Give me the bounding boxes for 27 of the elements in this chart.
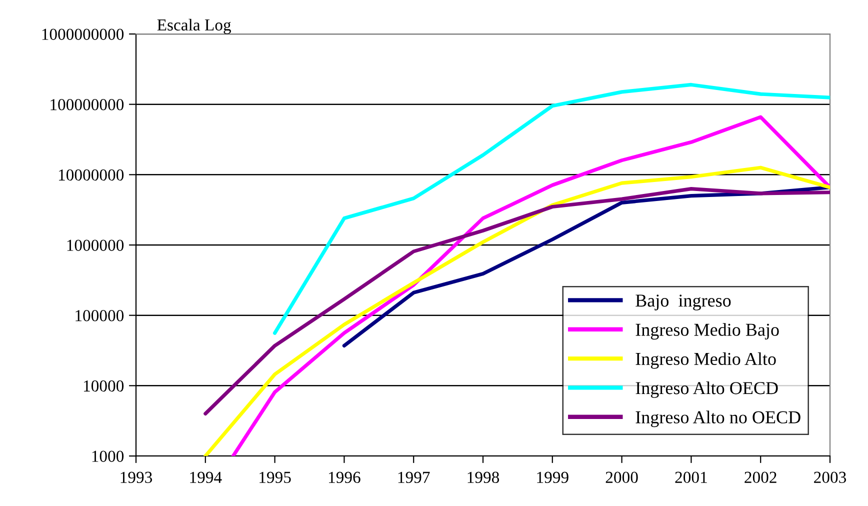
text: Escala Log (157, 18, 232, 34)
legend-label: Ingreso Alto OECD (636, 382, 778, 398)
x-tick-label: 1993 (120, 472, 152, 484)
x-tick-label: 1997 (398, 472, 430, 484)
line-series (342, 186, 830, 348)
x-tick-label: 2003 (814, 472, 846, 484)
legend-label: Ingreso Medio Alto (636, 352, 776, 369)
y-tick-label: 1000 (92, 450, 124, 462)
y-tick-label: 100000 (76, 310, 124, 322)
line-series (231, 115, 830, 456)
x-tick-label: 2002 (744, 472, 776, 484)
y-tick-label: 10000 (84, 380, 124, 392)
x-tick-label: 2001 (675, 472, 707, 484)
legend-label: Ingreso Alto no OECD (636, 410, 800, 428)
x-tick-label: 1999 (537, 472, 568, 484)
y-tick-label: 1000000000 (42, 28, 124, 40)
legend-label: Bajo ingreso (636, 294, 731, 310)
y-tick-label: 1000000 (67, 240, 124, 251)
x-tick-label: 1998 (468, 472, 500, 484)
x-tick-label: 1996 (329, 472, 360, 484)
y-tick-label: 100000000 (50, 99, 124, 110)
legend-label: Ingreso Medio Bajo (636, 323, 779, 340)
x-tick-label: 2000 (606, 472, 638, 484)
line-series (204, 166, 830, 456)
x-tick-label: 1995 (260, 472, 291, 484)
x-tick-label: 1994 (190, 472, 222, 484)
y-tick-label: 10000000 (58, 169, 124, 181)
